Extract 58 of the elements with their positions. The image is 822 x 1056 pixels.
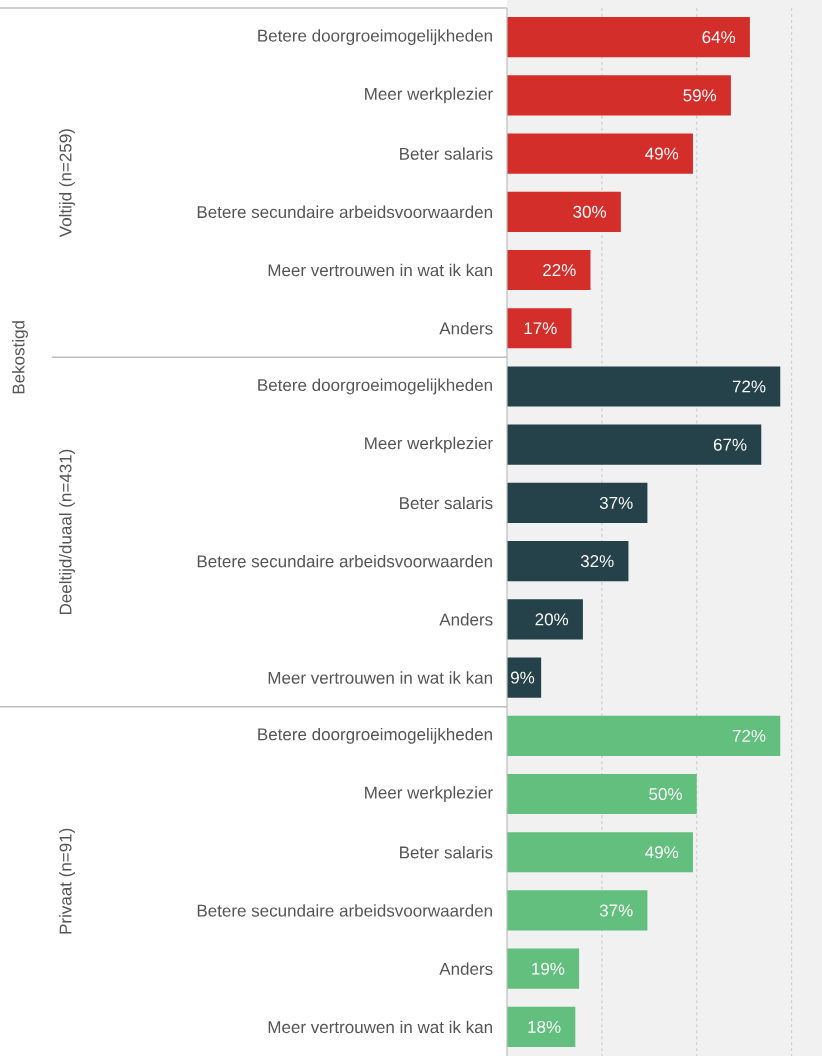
y-tick-label: Betere doorgroeimogelijkheden [258, 378, 492, 395]
bar [507, 424, 762, 465]
y-tick-label: Meer werkplezier [365, 786, 493, 802]
data-label: 49% [645, 147, 679, 160]
data-label: 49% [645, 846, 679, 859]
data-label: 37% [599, 904, 633, 917]
y-tick-label: Betere doorgroeimogelijkheden [258, 29, 492, 46]
y-tick-label: Meer vertrouwen in wat ik kan [268, 263, 492, 277]
bar [507, 599, 583, 640]
y-tick-label: Beter salaris [400, 846, 493, 859]
bar [507, 832, 693, 873]
bar [507, 17, 750, 58]
bar [507, 1006, 576, 1047]
y-tick-label: Meer werkplezier [365, 87, 493, 104]
y-tick-label: Betere secundaire arbeidsvoorwaarden [197, 554, 492, 568]
bar [507, 249, 591, 291]
bar [507, 308, 572, 349]
bar [507, 715, 781, 756]
bar [507, 657, 542, 698]
y-tick-label: Betere doorgroeimogelijkheden [258, 727, 492, 744]
y-tick-label: Beter salaris [400, 496, 493, 510]
y-tick-label: Anders [439, 962, 493, 975]
text: Deeltijd/duaal (n=431) [59, 449, 75, 615]
text: Privaat (n=91) [59, 828, 75, 934]
text: Voltijd (n=259) [59, 129, 75, 238]
bar [507, 482, 648, 523]
bar [507, 366, 781, 407]
data-label: 22% [543, 264, 576, 276]
y-tick-label: Betere secundaire arbeidsvoorwaarden [197, 904, 492, 917]
y-tick-label: Anders [439, 322, 493, 335]
y-tick-label: Beter salaris [400, 147, 493, 160]
data-label: 30% [573, 205, 607, 218]
data-label: 17% [524, 322, 557, 335]
data-label: 72% [732, 729, 766, 742]
bar [507, 890, 648, 931]
data-label: 19% [532, 962, 565, 975]
text: Bekostigd [12, 321, 28, 394]
bar [507, 191, 621, 232]
data-label: 18% [528, 1020, 561, 1033]
data-label: 20% [535, 613, 569, 626]
y-tick-label: Betere secundaire arbeidsvoorwaarden [197, 205, 492, 219]
data-label: 9% [510, 671, 535, 684]
data-label: 32% [580, 555, 614, 568]
y-tick-label: Meer vertrouwen in wat ik kan [268, 1020, 492, 1034]
data-label: 50% [649, 787, 682, 801]
data-label: 64% [702, 31, 736, 44]
bar [507, 948, 580, 989]
bar [507, 133, 693, 174]
y-tick-label: Meer werkplezier [365, 436, 493, 453]
data-label: 72% [732, 380, 766, 393]
bar [507, 541, 629, 582]
data-label: 59% [683, 89, 717, 102]
bar [507, 773, 697, 815]
bar [507, 75, 731, 116]
y-tick-label: Anders [439, 613, 493, 626]
data-label: 67% [713, 438, 747, 451]
y-tick-label: Meer vertrouwen in wat ik kan [268, 671, 492, 684]
data-label: 37% [599, 496, 633, 509]
